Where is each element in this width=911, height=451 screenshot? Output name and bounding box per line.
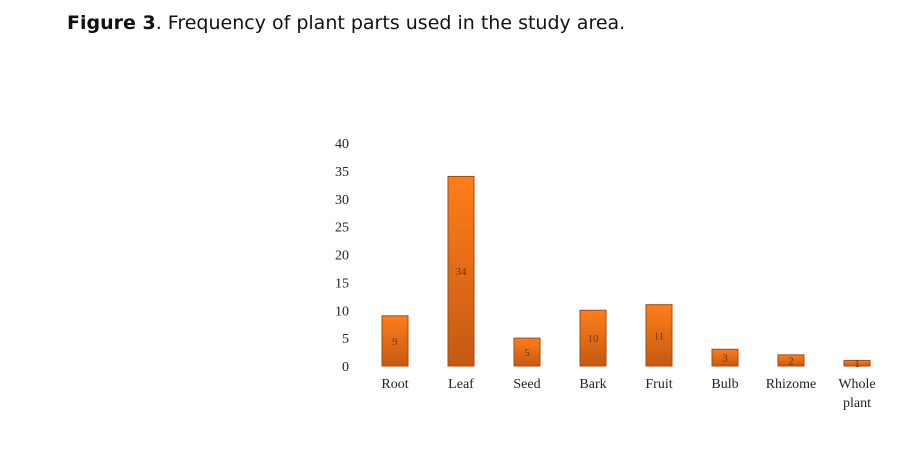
y-tick-label: 35 — [335, 165, 349, 180]
x-tick-label: Leaf — [448, 377, 474, 392]
data-label: 1 — [854, 358, 860, 370]
x-tick-label: Bulb — [711, 377, 738, 392]
x-tick-label: Whole plant — [838, 377, 875, 411]
data-label: 10 — [588, 333, 600, 345]
y-tick-label: 10 — [335, 304, 349, 319]
y-tick-label: 30 — [335, 193, 349, 208]
bar — [579, 309, 607, 367]
figure-caption-text: . Frequency of plant parts used in the s… — [155, 12, 626, 34]
y-tick-label: 15 — [335, 276, 349, 291]
y-tick-label: 40 — [335, 137, 349, 152]
x-axis: Root Leaf Seed Bark Fruit Bulb Rhizome Whole pla… — [381, 377, 875, 411]
figure-label: Figure 3 — [67, 12, 156, 34]
bar — [843, 359, 871, 367]
y-tick-label: 20 — [335, 249, 349, 264]
x-tick-label: Rhizome — [766, 377, 817, 392]
data-labels-group: 9 34 5 10 11 3 2 1 — [392, 266, 860, 370]
y-tick-label: 25 — [335, 221, 349, 236]
y-axis: 0 5 10 15 20 25 30 35 40 — [335, 137, 349, 375]
data-label: 34 — [456, 266, 468, 278]
x-tick-label: Seed — [513, 377, 540, 392]
bar — [447, 175, 475, 367]
data-label: 11 — [654, 330, 665, 342]
bar — [711, 348, 739, 367]
bars-group — [381, 175, 871, 367]
data-label: 9 — [392, 336, 398, 348]
x-tick-label: Bark — [579, 377, 606, 392]
figure-caption: Figure 3. Frequency of plant parts used … — [67, 12, 625, 34]
bar — [777, 354, 805, 367]
bar — [381, 315, 409, 367]
bar — [645, 304, 673, 367]
bar — [513, 337, 541, 367]
y-tick-label: 0 — [342, 360, 349, 375]
data-label: 3 — [722, 353, 728, 365]
x-tick-label: Root — [381, 377, 408, 392]
x-tick-label: Fruit — [645, 377, 672, 392]
data-label: 2 — [788, 355, 794, 367]
data-label: 5 — [524, 347, 530, 359]
y-tick-label: 5 — [342, 332, 349, 347]
